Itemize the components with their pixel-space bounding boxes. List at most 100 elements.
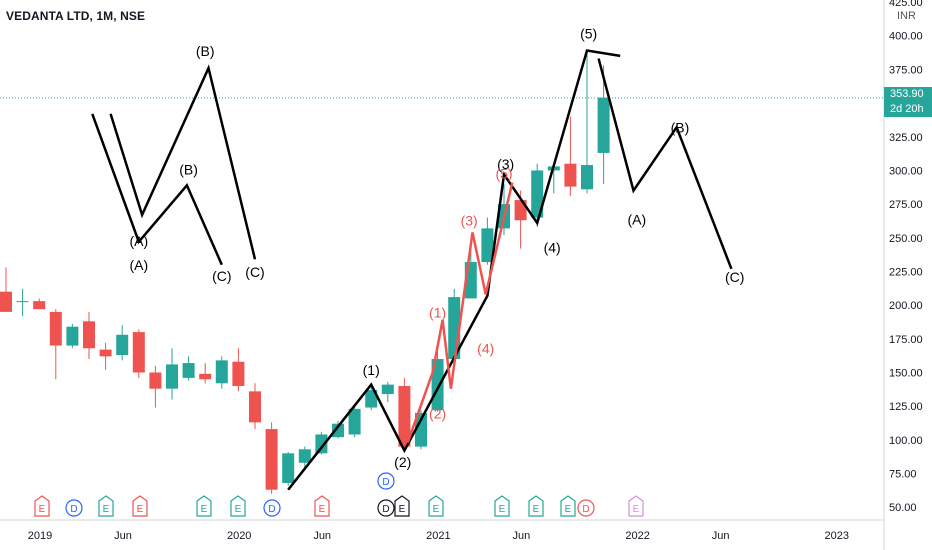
corrective-label-c2: (C): [245, 264, 264, 280]
sub-wave-label-4: (4): [477, 341, 494, 357]
candle-body[interactable]: [132, 332, 145, 373]
candle-body[interactable]: [182, 363, 195, 378]
candle-body[interactable]: [298, 449, 311, 463]
candle-body[interactable]: [33, 301, 46, 310]
wave-label-3: (3): [497, 156, 514, 172]
marker-letter: E: [319, 504, 326, 515]
candle-body[interactable]: [149, 372, 162, 389]
projected-correction-line[interactable]: [597, 58, 733, 270]
marker-letter: E: [103, 504, 110, 515]
corrective-wave-line-a[interactable]: [91, 113, 223, 266]
wave-label-c: (C): [725, 269, 744, 285]
candle-body[interactable]: [564, 163, 577, 187]
candle-body[interactable]: [398, 385, 411, 447]
candle-body[interactable]: [381, 384, 394, 395]
candle-body[interactable]: [99, 349, 112, 357]
candle-body[interactable]: [199, 373, 212, 380]
marker-letter: E: [39, 504, 46, 515]
earnings-marker[interactable]: E: [560, 495, 576, 517]
marker-shape: [428, 495, 444, 517]
candle-body[interactable]: [581, 165, 593, 190]
corrective-label-c1: (C): [212, 268, 231, 284]
time-axis[interactable]: 2019 Jun 2020 Jun 2021 Jun 2022 Jun 2023: [0, 519, 884, 542]
candle-body[interactable]: [415, 412, 427, 447]
candle-body[interactable]: [531, 170, 544, 218]
marker-letter: D: [382, 477, 389, 488]
wave-label-a: (A): [627, 211, 646, 227]
candle-body[interactable]: [16, 301, 29, 303]
dividend-marker[interactable]: D: [577, 499, 595, 517]
wave-label-b: (B): [671, 120, 690, 136]
earnings-marker[interactable]: E: [132, 495, 148, 517]
sub-wave-line[interactable]: [406, 182, 514, 444]
marker-shape: [230, 495, 246, 517]
price-tick-label: 100.00: [889, 435, 923, 447]
marker-shape: [377, 472, 395, 490]
elliott-wave-drawings[interactable]: (1) (2) (3) (4) (5) (A) (B) (C) (1) (2) (3) (4) (5) (…: [91, 25, 744, 491]
corrective-label-b1: (B): [179, 161, 198, 177]
earnings-marker[interactable]: E: [394, 495, 410, 517]
countdown-tag: 2d 20h: [884, 102, 932, 117]
earnings-marker[interactable]: E: [494, 495, 510, 517]
earnings-marker[interactable]: E: [34, 495, 50, 517]
candle-body[interactable]: [0, 291, 12, 312]
symbol-title[interactable]: VEDANTA LTD, 1M, NSE: [6, 9, 146, 23]
sub-wave-label-3: (3): [461, 213, 478, 229]
sub-wave-label-2: (2): [429, 405, 446, 421]
earnings-marker[interactable]: E: [230, 495, 246, 517]
candle-body[interactable]: [49, 311, 62, 346]
time-tick-label: Jun: [313, 530, 331, 542]
marker-shape: [314, 495, 330, 517]
candle-body[interactable]: [332, 423, 344, 438]
candle-body[interactable]: [83, 321, 95, 349]
candle-body[interactable]: [215, 360, 228, 384]
price-tick-label: 175.00: [889, 334, 923, 346]
marker-letter: D: [382, 504, 389, 515]
dividend-marker[interactable]: D: [377, 472, 395, 490]
marker-shape: [528, 495, 544, 517]
candle-series[interactable]: [0, 53, 610, 494]
candle-body[interactable]: [597, 97, 610, 153]
marker-shape: [628, 495, 644, 517]
price-axis[interactable]: 425.00400.00375.00350.00325.00300.00275.…: [883, 0, 923, 550]
candle-body[interactable]: [315, 434, 328, 454]
candle-body[interactable]: [282, 453, 295, 483]
earnings-marker[interactable]: E: [314, 495, 330, 517]
marker-letter: E: [633, 504, 640, 515]
time-tick-label: Jun: [712, 530, 730, 542]
candle-body[interactable]: [232, 361, 245, 386]
candle-body[interactable]: [249, 391, 261, 423]
dividend-marker[interactable]: D: [263, 499, 281, 517]
candle-body[interactable]: [265, 429, 278, 490]
candle-body[interactable]: [348, 408, 361, 435]
corrective-wave-line-b[interactable]: [109, 64, 257, 260]
candle-body[interactable]: [481, 228, 494, 263]
candle-body[interactable]: [66, 326, 79, 346]
earnings-marker[interactable]: E: [528, 495, 544, 517]
time-tick-label: 2022: [625, 530, 649, 542]
earnings-marker[interactable]: E: [196, 495, 212, 517]
dividend-marker[interactable]: D: [65, 499, 83, 517]
earnings-marker[interactable]: E: [628, 495, 644, 517]
earnings-marker[interactable]: E: [428, 495, 444, 517]
time-tick-label: 2021: [426, 530, 450, 542]
dividend-marker[interactable]: D: [377, 499, 395, 517]
price-tick-label: 250.00: [889, 233, 923, 245]
event-markers[interactable]: E D E E E E D E D E E E E E D ED: [34, 472, 644, 517]
marker-letter: E: [399, 504, 406, 515]
candle-body[interactable]: [365, 390, 378, 408]
impulse-wave-line[interactable]: [287, 49, 621, 491]
marker-letter: E: [499, 504, 506, 515]
candle-body[interactable]: [116, 334, 129, 355]
earnings-marker[interactable]: E: [98, 495, 114, 517]
candle-body[interactable]: [166, 364, 178, 389]
marker-letter: E: [533, 504, 540, 515]
corrective-label-a1: (A): [129, 257, 148, 273]
price-tick-label: 425.00: [889, 0, 923, 9]
candle-body[interactable]: [431, 359, 444, 411]
marker-shape: [34, 495, 50, 517]
marker-letter: E: [235, 504, 242, 515]
time-tick-label: 2023: [825, 530, 849, 542]
marker-shape: [65, 499, 83, 517]
